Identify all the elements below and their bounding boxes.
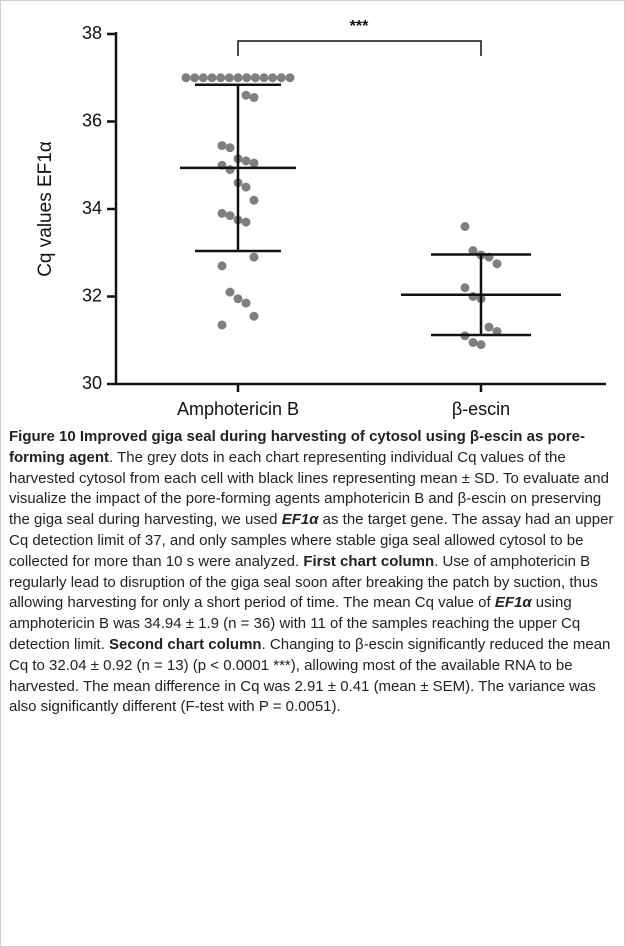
y-tick-label: 34: [82, 198, 102, 218]
y-axis-label: Cq values EF1α: [35, 141, 56, 277]
caption-run: EF1α: [281, 511, 319, 529]
data-point: [460, 283, 470, 293]
caption-run: First chart column: [303, 552, 435, 570]
data-point: [249, 252, 259, 262]
data-point: [242, 73, 252, 83]
data-point: [241, 90, 251, 100]
y-tick-label: 36: [82, 110, 102, 130]
data-point: [484, 322, 494, 332]
data-point: [492, 259, 502, 269]
caption-run: . Use of amphotericin B regularly lead t…: [9, 552, 598, 612]
caption-run: Second chart column: [109, 635, 262, 653]
data-point: [207, 73, 217, 83]
data-point: [276, 73, 286, 83]
data-point: [225, 143, 235, 153]
data-point: [225, 287, 235, 297]
caption-run: EF1α: [494, 594, 532, 612]
chart: Cq values EF1α *** 30 32 34 36 38 Amphoterici…: [35, 18, 606, 419]
data-point: [249, 92, 259, 102]
x-tick-label: Amphotericin B: [177, 399, 299, 419]
data-point: [217, 208, 227, 218]
data-point: [249, 158, 259, 168]
figure-caption: Figure 10 Improved giga seal during harv…: [9, 427, 619, 718]
data-point: [468, 246, 478, 256]
data-point: [460, 222, 470, 231]
caption-run: as the target gene. The assay had an upp…: [9, 511, 614, 570]
y-tick-label: 30: [82, 373, 102, 393]
caption-run: Figure 10 Improved giga seal during harv…: [9, 428, 585, 466]
data-point: [225, 165, 235, 175]
caption-run: . The grey dots in each chart representi…: [9, 448, 609, 529]
data-point: [217, 320, 227, 330]
data-point: [268, 73, 278, 83]
data-point: [476, 340, 486, 350]
data-point: [233, 73, 243, 83]
data-point: [249, 195, 259, 205]
y-tick-label: 32: [82, 285, 102, 305]
data-point: [468, 337, 478, 347]
data-point: [241, 182, 251, 192]
data-point: [181, 73, 191, 83]
data-point: [468, 292, 478, 301]
data-point: [217, 261, 227, 271]
x-tick-label: β-escin: [452, 399, 510, 419]
data-point: [259, 73, 269, 83]
data-point: [249, 311, 259, 321]
significance-label: ***: [350, 18, 369, 35]
data-point: [225, 211, 235, 221]
data-point: [190, 73, 200, 83]
data-point: [224, 73, 234, 83]
data-point: [198, 73, 208, 83]
data-point: [241, 156, 251, 166]
y-tick-label: 38: [82, 23, 102, 43]
data-point: [241, 298, 251, 308]
caption-run: using amphotericin B was 34.94 ± 1.9 (n …: [9, 594, 581, 653]
significance-bracket: [237, 40, 482, 56]
caption-run: . Changing to β-escin significantly redu…: [9, 635, 611, 716]
data-point: [217, 141, 227, 151]
data-point: [216, 73, 226, 83]
data-point: [241, 217, 251, 227]
data-point: [285, 73, 295, 83]
data-point: [233, 294, 243, 304]
data-point: [250, 73, 260, 83]
